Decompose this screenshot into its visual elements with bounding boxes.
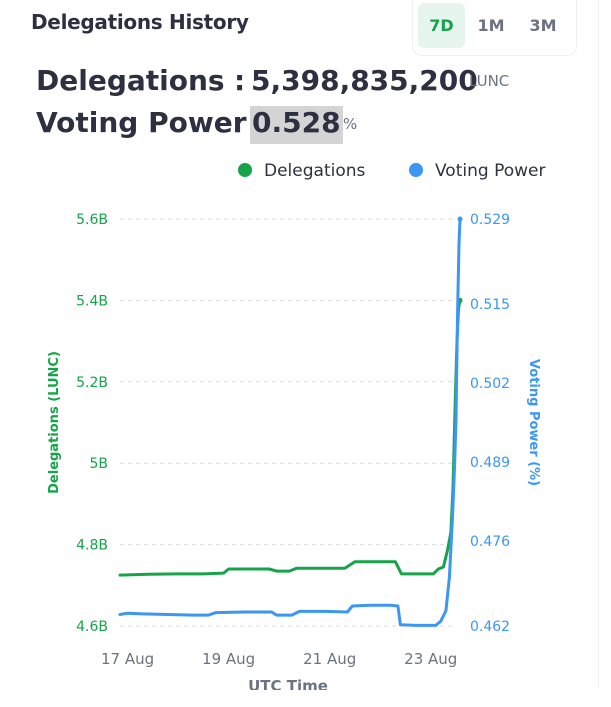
x-tick-label: 19 Aug — [202, 650, 255, 668]
voting-power-series-line — [118, 217, 462, 627]
y-right-tick-label: 0.476 — [470, 534, 510, 550]
x-tick-label: 23 Aug — [404, 650, 457, 668]
y-left-tick-label: 4.6B — [76, 619, 108, 635]
card-title: Delegations History — [31, 10, 249, 34]
x-axis-title: UTC Time — [248, 677, 328, 690]
range-1m-button[interactable]: 1M — [477, 16, 505, 35]
legend-delegations-label: Delegations — [264, 161, 366, 181]
y-left-tick-label: 4.8B — [76, 538, 108, 554]
y-left-tick-label: 5B — [89, 456, 108, 472]
range-3m-button[interactable]: 3M — [529, 16, 557, 35]
y-right-tick-label: 0.529 — [470, 212, 510, 228]
y-left-tick-label: 5.4B — [76, 293, 108, 309]
y-right-tick-label: 0.462 — [470, 619, 510, 635]
delegations-summary-value: 5,398,835,200 — [251, 64, 478, 97]
voting-power-summary: Voting Power : 0.528 % — [36, 106, 556, 146]
y-left-tick-label: 5.6B — [76, 212, 108, 228]
y-left-axis-title: Delegations (LUNC) — [47, 351, 62, 494]
legend-delegations-marker — [238, 163, 252, 177]
y-right-axis-title: Voting Power (%) — [526, 359, 541, 486]
legend-voting-power-label: Voting Power — [435, 161, 545, 181]
x-tick-label: 21 Aug — [303, 650, 356, 668]
voting-power-summary-colon: : — [232, 106, 244, 139]
delegations-chart: Delegations Voting Power 5.6B 5.4B 5.2B 5B 4.8… — [47, 161, 545, 690]
voting-power-summary-unit: % — [343, 115, 358, 133]
delegations-summary-colon: : — [234, 64, 246, 97]
x-tick-label: 17 Aug — [101, 650, 154, 668]
voting-power-summary-value: 0.528 — [250, 106, 343, 144]
voting-power-summary-label: Voting Power — [36, 106, 247, 139]
voting-power-end-point — [457, 216, 463, 222]
y-right-tick-label: 0.489 — [470, 455, 510, 471]
y-right-tick-label: 0.515 — [470, 297, 510, 313]
delegations-history-card: Delegations History 7D 1M 3M Delegations… — [31, 0, 599, 690]
range-7d-button[interactable]: 7D — [418, 3, 465, 48]
time-range-selector: 7D 1M 3M — [412, 0, 577, 56]
y-left-tick-label: 5.2B — [76, 375, 108, 391]
delegations-summary-unit: LUNC — [469, 72, 510, 90]
y-right-tick-label: 0.502 — [470, 376, 510, 392]
delegations-series-line — [118, 298, 462, 577]
delegations-summary-label: Delegations — [36, 64, 225, 97]
legend-voting-power-marker — [409, 163, 423, 177]
delegations-summary: Delegations : 5,398,835,200 LUNC — [36, 64, 556, 100]
